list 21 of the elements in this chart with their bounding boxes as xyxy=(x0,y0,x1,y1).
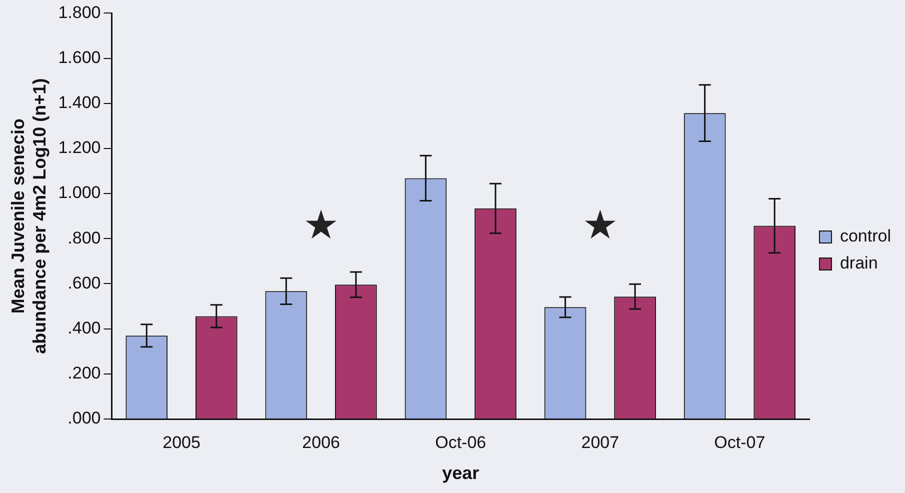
legend-label: control xyxy=(840,226,892,246)
x-axis-title: year xyxy=(442,463,480,484)
annotation: ★ xyxy=(582,202,618,249)
y-tick-label: 1.200 xyxy=(58,138,101,158)
x-tick-label: Oct-07 xyxy=(714,432,766,452)
x-tick-label: Oct-06 xyxy=(435,432,486,452)
legend-label: drain xyxy=(840,254,878,273)
y-tick-label: 1.000 xyxy=(58,183,101,202)
y-tick-label: 1.600 xyxy=(58,48,101,67)
y-tick-label: .800 xyxy=(68,228,101,248)
y-axis-title: Mean Juvenile senecio abundance per 4m2 Log10 (n+1) xyxy=(8,78,50,354)
y-tick-label: .000 xyxy=(68,408,101,428)
y-tick-label: .600 xyxy=(68,273,101,292)
x-tick-label: 2005 xyxy=(162,432,200,452)
y-tick-label: .200 xyxy=(68,364,101,383)
y-tick-label: 1.800 xyxy=(58,2,101,22)
y-tick-label: 1.400 xyxy=(58,93,101,112)
x-tick-label: 2006 xyxy=(302,432,340,452)
annotation: ★ xyxy=(303,202,339,249)
x-tick-label: 2007 xyxy=(581,432,620,452)
y-tick-label: .400 xyxy=(68,318,101,338)
